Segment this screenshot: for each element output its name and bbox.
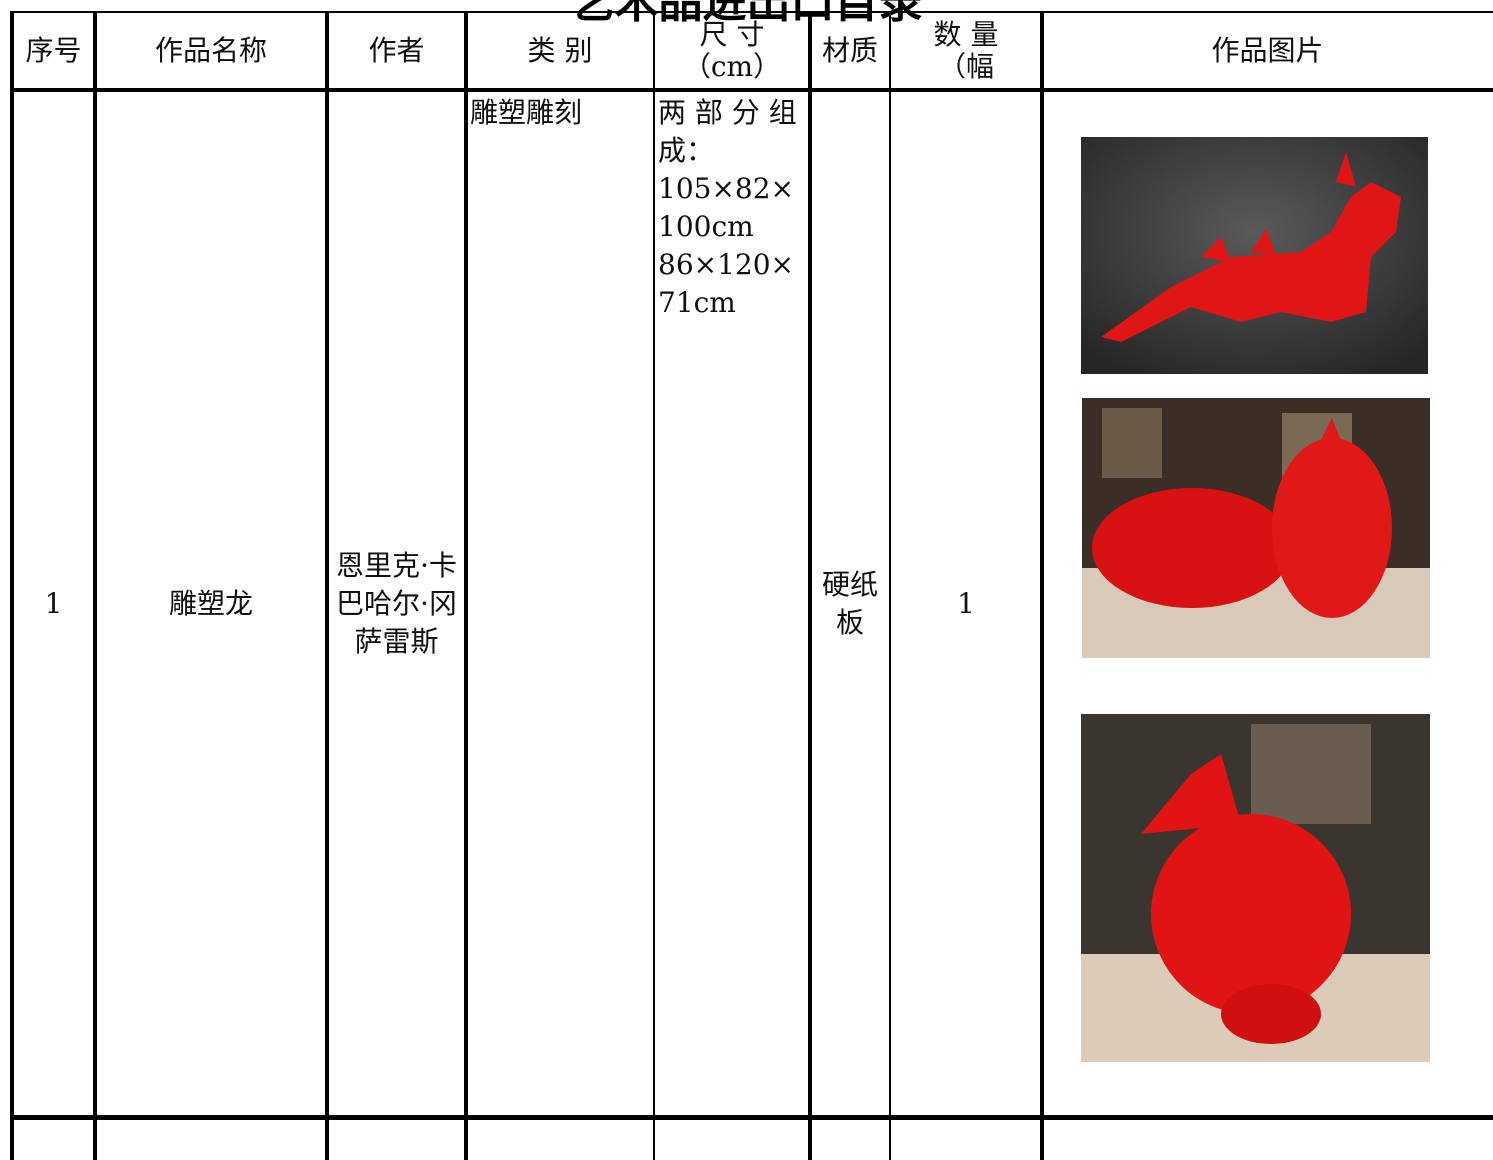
cell: 雕塑龙 — [95, 90, 327, 1117]
cell: 恩里克·卡巴哈尔·冈萨雷斯 — [327, 90, 466, 1117]
cell-text: 萨雷斯 — [354, 624, 439, 658]
cell-text: 恩里克·卡 — [336, 548, 457, 582]
header-text: 类 别 — [527, 34, 593, 67]
cell: 雕塑雕刻 — [466, 90, 654, 1117]
cell-text: 105×82× — [658, 172, 794, 205]
cell-text: 雕塑雕刻 — [470, 96, 583, 129]
cell: 硬纸板 — [810, 90, 890, 1117]
row-rule — [10, 1114, 1493, 1120]
cell-text: 巴哈尔·冈 — [336, 586, 457, 620]
header-text: 序号 — [25, 34, 82, 67]
column-rule — [10, 12, 14, 1160]
header-cell: 材质 — [810, 12, 890, 90]
cell-text: 1 — [957, 586, 975, 620]
artwork-photo — [1081, 137, 1428, 374]
cell-text: 雕塑龙 — [168, 586, 253, 620]
header-text: 数 量 — [933, 18, 999, 51]
header-cell: 序号 — [12, 12, 95, 90]
column-rule — [325, 12, 329, 1160]
cell: 两 部 分 组成： 105×82× 100cm 86×120× 71cm — [654, 90, 810, 1117]
cell-text: 成： — [658, 134, 715, 167]
cell-text: 板 — [835, 605, 864, 639]
column-rule — [1040, 12, 1044, 1160]
page-title: 艺术品进出口目录 — [570, 0, 923, 28]
column-rule — [93, 12, 97, 1160]
cell-text: 1 — [44, 586, 63, 620]
artwork-photo — [1081, 714, 1430, 1062]
header-cell: 作品图片 — [1042, 12, 1493, 90]
cell-text: 86×120× — [658, 248, 794, 281]
header-text: 作品名称 — [154, 34, 267, 67]
header-cell: 尺 寸（cm） — [654, 12, 810, 90]
header-cell: 作者 — [327, 12, 466, 90]
row-rule — [10, 11, 1493, 13]
header-text: （cm） — [682, 50, 782, 83]
header-text: 材质 — [821, 34, 878, 67]
column-rule — [653, 12, 655, 1160]
header-text: （幅 — [937, 50, 994, 83]
cell-text: 100cm — [658, 210, 754, 243]
row-rule — [10, 88, 1493, 92]
header-cell: 数 量（幅 — [890, 12, 1042, 90]
cell: 1 — [890, 90, 1042, 1117]
column-rule — [808, 12, 812, 1160]
cell-text: 硬纸 — [821, 567, 878, 601]
cell-text: 71cm — [658, 286, 736, 319]
header-text: 作者 — [368, 34, 425, 67]
header-cell: 作品名称 — [95, 12, 327, 90]
column-rule — [889, 12, 891, 1160]
header-text: 作品图片 — [1211, 34, 1324, 67]
cell: 1 — [12, 90, 95, 1117]
column-rule — [464, 12, 468, 1160]
artwork-photo — [1082, 398, 1430, 658]
cell-text: 两 部 分 组 — [658, 96, 797, 129]
header-cell: 类 别 — [466, 12, 654, 90]
header-text: 尺 寸 — [699, 18, 765, 51]
